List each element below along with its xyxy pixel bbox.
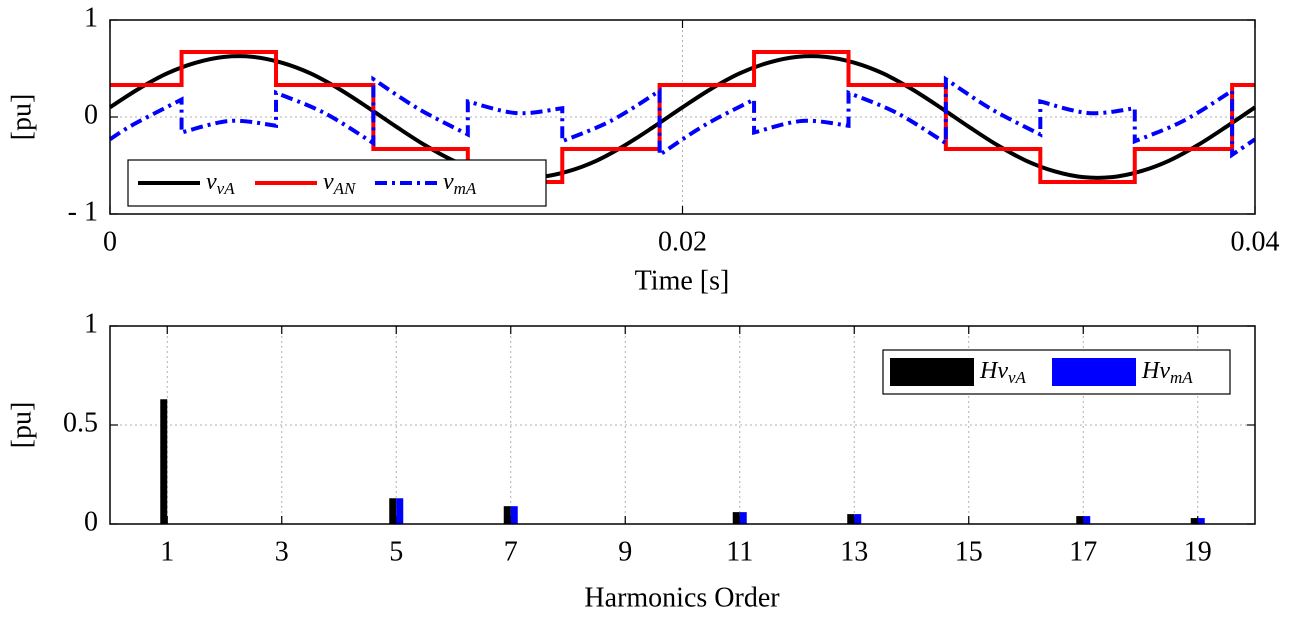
y-tick-label: 0 — [84, 506, 98, 537]
x-tick-label: 0.04 — [1231, 226, 1280, 257]
bar — [503, 506, 511, 524]
x-tick-label: 9 — [618, 536, 632, 567]
y-axis-label: [pu] — [6, 94, 37, 141]
x-tick-label: 11 — [726, 536, 753, 567]
x-tick-label: 1 — [160, 536, 174, 567]
legend-label: HvvA — [979, 358, 1027, 387]
bar — [389, 498, 397, 524]
legend-swatch — [890, 358, 974, 386]
bar — [1190, 518, 1198, 524]
bar — [396, 498, 404, 524]
y-axis-label: [pu] — [6, 402, 37, 449]
x-tick-label: 0.02 — [658, 226, 707, 257]
legend: HvvA HvmA — [882, 349, 1231, 395]
series-line — [110, 50, 1255, 184]
y-tick-label: 0 — [84, 99, 98, 130]
legend-label-subscript: vA — [1008, 368, 1027, 387]
bar — [160, 399, 168, 524]
legend-label: HvmA — [1141, 358, 1193, 387]
bar — [854, 514, 862, 524]
legend-label-text: v — [323, 169, 334, 195]
x-tick-label: 5 — [389, 536, 403, 567]
legend-label-text: Hv — [979, 358, 1008, 384]
bar — [1197, 518, 1205, 524]
legend-label: vmA — [443, 169, 477, 198]
legend-label-subscript: mA — [454, 179, 477, 198]
x-tick-label: 3 — [275, 536, 289, 567]
axes-frame — [109, 325, 1256, 525]
y-tick-label: - 1 — [68, 196, 98, 227]
y-tick-label: 0.5 — [63, 407, 98, 438]
x-tick-label: 0 — [103, 226, 117, 257]
legend-label-text: v — [206, 169, 217, 195]
x-axis-label: Harmonics Order — [584, 582, 780, 613]
legend-label-subscript: mA — [1170, 368, 1193, 387]
x-tick-label: 17 — [1069, 536, 1097, 567]
legend-label-text: Hv — [1141, 358, 1170, 384]
legend-label-subscript: AN — [333, 179, 357, 198]
y-tick-label: 1 — [84, 308, 98, 339]
bar — [1083, 516, 1091, 524]
series-line — [108, 54, 1257, 180]
bar — [1076, 516, 1084, 524]
bar — [739, 512, 747, 524]
legend-label: vvA — [206, 169, 235, 198]
bar — [732, 512, 740, 524]
legend: vvA vAN vmA — [127, 159, 547, 207]
legend-label: vAN — [323, 169, 357, 198]
legend-label-text: v — [443, 169, 454, 195]
x-tick-label: 7 — [504, 536, 518, 567]
axes-frame — [109, 19, 1256, 215]
x-tick-label: 15 — [955, 536, 983, 567]
y-tick-label: 1 — [84, 2, 98, 33]
legend-swatch — [1052, 358, 1136, 386]
x-tick-label: 13 — [840, 536, 868, 567]
x-tick-label: 19 — [1184, 536, 1212, 567]
bar — [847, 514, 855, 524]
legend-label-subscript: vA — [217, 179, 236, 198]
x-axis-label: Time [s] — [635, 265, 730, 296]
bar — [510, 506, 518, 524]
